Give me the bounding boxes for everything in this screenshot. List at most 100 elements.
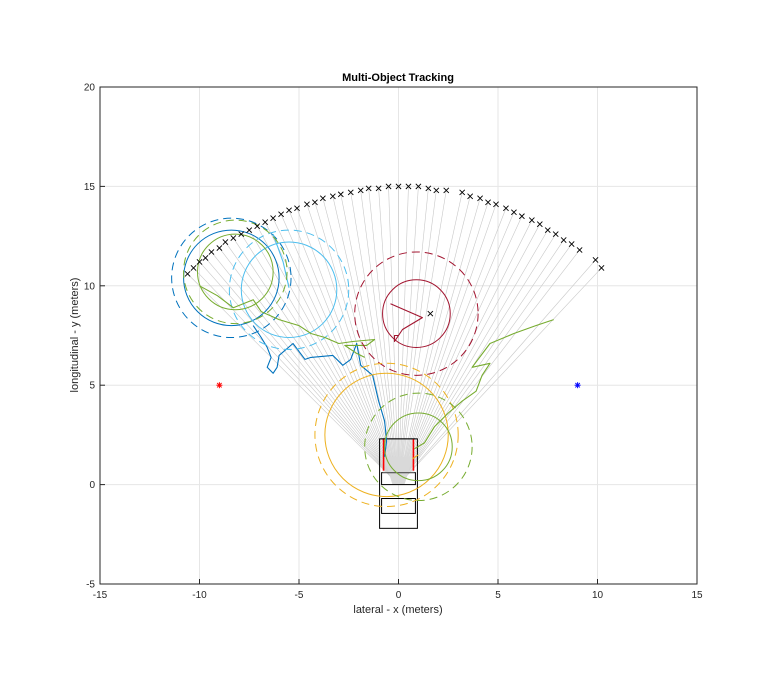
- detection-marker: [518, 213, 525, 220]
- marker-stroke: [230, 235, 237, 242]
- marker-stroke: [576, 247, 583, 253]
- detection-marker: [254, 223, 261, 230]
- detection-marker: [560, 237, 567, 243]
- detection-marker: [528, 217, 535, 224]
- detection-marker: [425, 185, 432, 192]
- star-layer: [216, 382, 581, 389]
- marker-stroke: [312, 199, 318, 206]
- detection-marker: [485, 199, 491, 206]
- marker-stroke: [511, 209, 517, 216]
- track-3: [183, 219, 376, 358]
- detection-marker: [312, 199, 318, 206]
- sensor-beam: [211, 251, 399, 485]
- detection-marker: [337, 191, 344, 198]
- detection-marker: [493, 201, 499, 208]
- track-4: [354, 251, 479, 376]
- sensor-beam: [280, 214, 399, 485]
- track-path: [252, 325, 388, 457]
- track-path: [412, 454, 419, 460]
- marker-stroke: [365, 185, 372, 192]
- y-tick-label: -5: [86, 580, 95, 591]
- sensor-beam: [398, 249, 580, 485]
- detection-marker: [568, 241, 575, 247]
- sensor-beam: [306, 204, 399, 485]
- sensor-beam: [398, 267, 602, 485]
- detection-marker: [230, 235, 237, 242]
- sensor-beam: [388, 186, 399, 485]
- detection-marker: [552, 231, 559, 238]
- detection-marker: [544, 227, 551, 234]
- track-outer-circle: [171, 217, 292, 339]
- detection-marker: [443, 187, 450, 194]
- marker-stroke: [337, 191, 344, 198]
- sensor-beam: [288, 210, 399, 485]
- sensor-beams: [187, 186, 602, 485]
- marker-stroke: [518, 213, 525, 220]
- detection-layer: [184, 183, 605, 317]
- star-stroke: [574, 382, 581, 388]
- marker-stroke: [433, 187, 440, 194]
- track-inner-circle: [197, 233, 274, 311]
- detection-marker: [216, 245, 223, 251]
- track-5: [314, 362, 459, 508]
- track-outer-circle: [228, 229, 350, 350]
- marker-stroke: [560, 237, 567, 243]
- detection-marker: [427, 310, 434, 317]
- marker-stroke: [493, 201, 499, 208]
- detection-marker: [592, 257, 599, 263]
- marker-stroke: [347, 189, 354, 196]
- marker-stroke: [405, 183, 412, 190]
- vehicle-hood: [382, 438, 415, 473]
- marker-stroke: [304, 201, 310, 208]
- sensor-beam: [398, 188, 429, 485]
- marker-stroke: [375, 185, 382, 192]
- y-tick-label: 10: [84, 281, 96, 292]
- track-inner-circle: [324, 372, 449, 498]
- sensor-beam: [398, 186, 409, 485]
- sensor-beam: [272, 218, 399, 485]
- marker-stroke: [270, 215, 277, 222]
- track-inner-circle: [240, 241, 338, 339]
- sensor-beam: [398, 224, 541, 485]
- detection-marker: [405, 183, 412, 190]
- sensor-beam: [398, 216, 523, 485]
- sensor-beam: [398, 196, 471, 485]
- detection-marker: [270, 215, 277, 222]
- y-axis-label: longitudinal - y (meters): [69, 278, 81, 393]
- sensor-beam: [398, 239, 564, 485]
- detection-marker: [357, 187, 364, 194]
- y-tick-label: 0: [89, 480, 95, 491]
- track-path: [414, 319, 554, 450]
- marker-stroke: [598, 264, 605, 271]
- marker-stroke: [202, 255, 209, 261]
- x-tick-label: -15: [93, 590, 108, 601]
- detection-marker: [304, 201, 310, 208]
- sensor-beam: [241, 233, 399, 485]
- marker-stroke: [536, 221, 543, 228]
- detection-marker: [190, 264, 197, 271]
- detection-marker: [238, 231, 245, 238]
- detection-marker: [246, 227, 253, 234]
- detection-marker: [415, 183, 422, 190]
- sensor-beam: [205, 257, 399, 485]
- marker-stroke: [329, 193, 336, 200]
- marker-stroke: [552, 231, 559, 238]
- sensor-beam: [264, 222, 399, 485]
- detection-marker: [459, 189, 466, 196]
- detection-marker: [196, 259, 203, 265]
- detection-marker: [319, 195, 326, 202]
- star-marker-1: [216, 382, 223, 389]
- marker-stroke: [528, 217, 535, 224]
- chart-title: Multi-Object Tracking: [342, 72, 454, 84]
- marker-stroke: [254, 223, 261, 230]
- marker-stroke: [592, 257, 599, 263]
- marker-stroke: [544, 227, 551, 234]
- x-tick-label: -10: [192, 590, 207, 601]
- sensor-beam: [187, 273, 399, 485]
- marker-stroke: [216, 245, 223, 251]
- y-tick-label: 5: [89, 381, 95, 392]
- x-tick-label: 15: [691, 590, 703, 601]
- detection-marker: [385, 183, 392, 190]
- x-tick-label: -5: [295, 590, 304, 601]
